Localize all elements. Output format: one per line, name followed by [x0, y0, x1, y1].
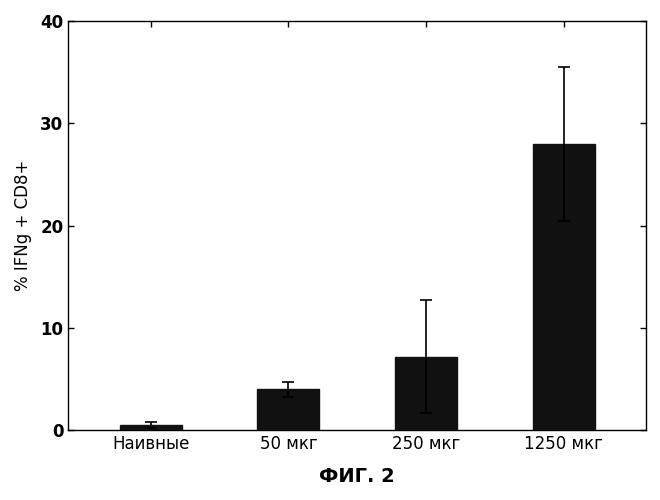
- X-axis label: ФИГ. 2: ФИГ. 2: [319, 467, 395, 486]
- Y-axis label: % IFNg + CD8+: % IFNg + CD8+: [14, 160, 32, 292]
- Bar: [120, 425, 182, 430]
- Bar: [257, 390, 319, 430]
- Bar: [395, 356, 457, 430]
- Bar: [533, 144, 595, 431]
